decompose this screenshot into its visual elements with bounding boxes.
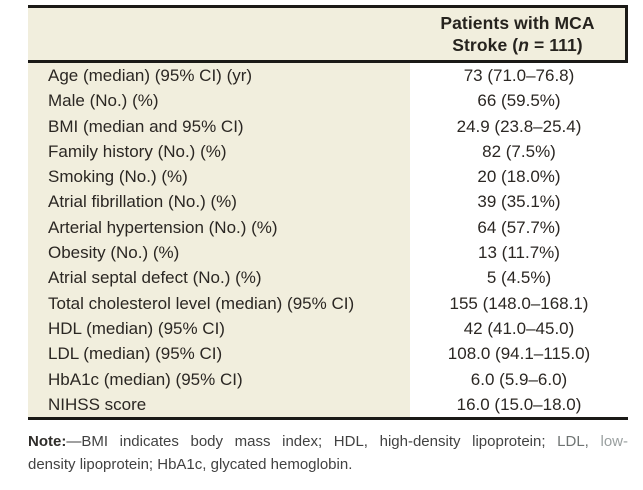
header-divider-rule <box>28 60 628 63</box>
table-row: Arterial hypertension (No.) (%) 64 (57.7… <box>28 214 628 241</box>
table-row: NIHSS score 16.0 (15.0–18.0) <box>28 391 628 418</box>
row-label: Male (No.) (%) <box>28 88 410 114</box>
row-value: 82 (7.5%) <box>482 141 556 161</box>
column-header-line2: Stroke (n = 111) <box>452 34 583 55</box>
footnote-faded-low: low- <box>600 433 628 450</box>
table-row: Age (median) (95% CI) (yr) 73 (71.0–76.8… <box>28 63 628 89</box>
row-value: 6.0 (5.9–6.0) <box>470 369 568 389</box>
table-body: Age (median) (95% CI) (yr) 73 (71.0–76.8… <box>28 63 628 418</box>
row-value: 24.9 (23.8–25.4) <box>456 116 582 136</box>
row-label: Total cholesterol level (median) (95% CI… <box>28 290 410 316</box>
row-label: LDL (median) (95% CI) <box>28 341 410 367</box>
bottom-rule <box>28 417 628 421</box>
row-value: 155 (148.0–168.1) <box>449 293 589 313</box>
row-value: 66 (59.5%) <box>477 91 561 111</box>
table-row: HbA1c (median) (95% CI) 6.0 (5.9–6.0) <box>28 366 628 392</box>
row-label: Arterial hypertension (No.) (%) <box>28 214 410 241</box>
top-rule <box>28 5 628 8</box>
row-label: Age (median) (95% CI) (yr) <box>28 63 410 89</box>
table-row: LDL (median) (95% CI) 108.0 (94.1–115.0) <box>28 341 628 367</box>
row-label: NIHSS score <box>28 391 410 418</box>
table-row: Atrial fibrillation (No.) (%) 39 (35.1%) <box>28 189 628 215</box>
row-value: 13 (11.7%) <box>478 243 560 263</box>
row-value: 5 (4.5%) <box>486 268 552 288</box>
row-label: HbA1c (median) (95% CI) <box>28 366 410 392</box>
table-row: Obesity (No.) (%) 13 (11.7%) <box>28 240 628 266</box>
row-value: 64 (57.7%) <box>477 217 561 237</box>
table-row: Total cholesterol level (median) (95% CI… <box>28 290 628 316</box>
row-value: 20 (18.0%) <box>477 167 561 187</box>
table-row: Atrial septal defect (No.) (%) 5 (4.5%) <box>28 265 628 291</box>
row-label: Family history (No.) (%) <box>28 138 410 165</box>
row-value: 108.0 (94.1–115.0) <box>447 344 591 364</box>
row-value: 73 (71.0–76.8) <box>463 66 575 85</box>
row-label: Smoking (No.) (%) <box>28 164 410 190</box>
header-spacer <box>28 8 410 60</box>
footnote-line2: density lipoprotein; HbA1c, glycated hem… <box>28 456 353 473</box>
table-row: Family history (No.) (%) 82 (7.5%) <box>28 138 628 165</box>
row-label: Atrial fibrillation (No.) (%) <box>28 189 410 215</box>
row-value: 16.0 (15.0–18.0) <box>456 394 582 414</box>
italic-n: n <box>518 34 529 55</box>
table-header-band: Patients with MCA Stroke (n = 111) <box>28 8 628 60</box>
table-footnote: Note:—BMI indicates body mass index; HDL… <box>28 430 628 476</box>
footnote-line1: Note:—BMI indicates body mass index; HDL… <box>28 433 628 450</box>
table-row: BMI (median and 95% CI) 24.9 (23.8–25.4) <box>28 113 628 139</box>
row-label: Obesity (No.) (%) <box>28 240 410 266</box>
footnote-label: Note: <box>28 433 67 450</box>
patient-characteristics-table: Patients with MCA Stroke (n = 111) Age (… <box>28 5 628 421</box>
row-label: BMI (median and 95% CI) <box>28 113 410 139</box>
row-label: Atrial septal defect (No.) (%) <box>28 265 410 291</box>
table-row: HDL (median) (95% CI) 42 (41.0–45.0) <box>28 315 628 342</box>
row-value: 39 (35.1%) <box>477 192 561 212</box>
row-label: HDL (median) (95% CI) <box>28 315 410 342</box>
column-header-line1: Patients with MCA <box>440 13 595 33</box>
column-header: Patients with MCA Stroke (n = 111) <box>410 8 625 60</box>
row-value: 42 (41.0–45.0) <box>463 318 575 338</box>
table-row: Male (No.) (%) 66 (59.5%) <box>28 88 628 114</box>
footnote-faded-ldl: LDL, <box>557 433 589 450</box>
table-row: Smoking (No.) (%) 20 (18.0%) <box>28 164 628 190</box>
